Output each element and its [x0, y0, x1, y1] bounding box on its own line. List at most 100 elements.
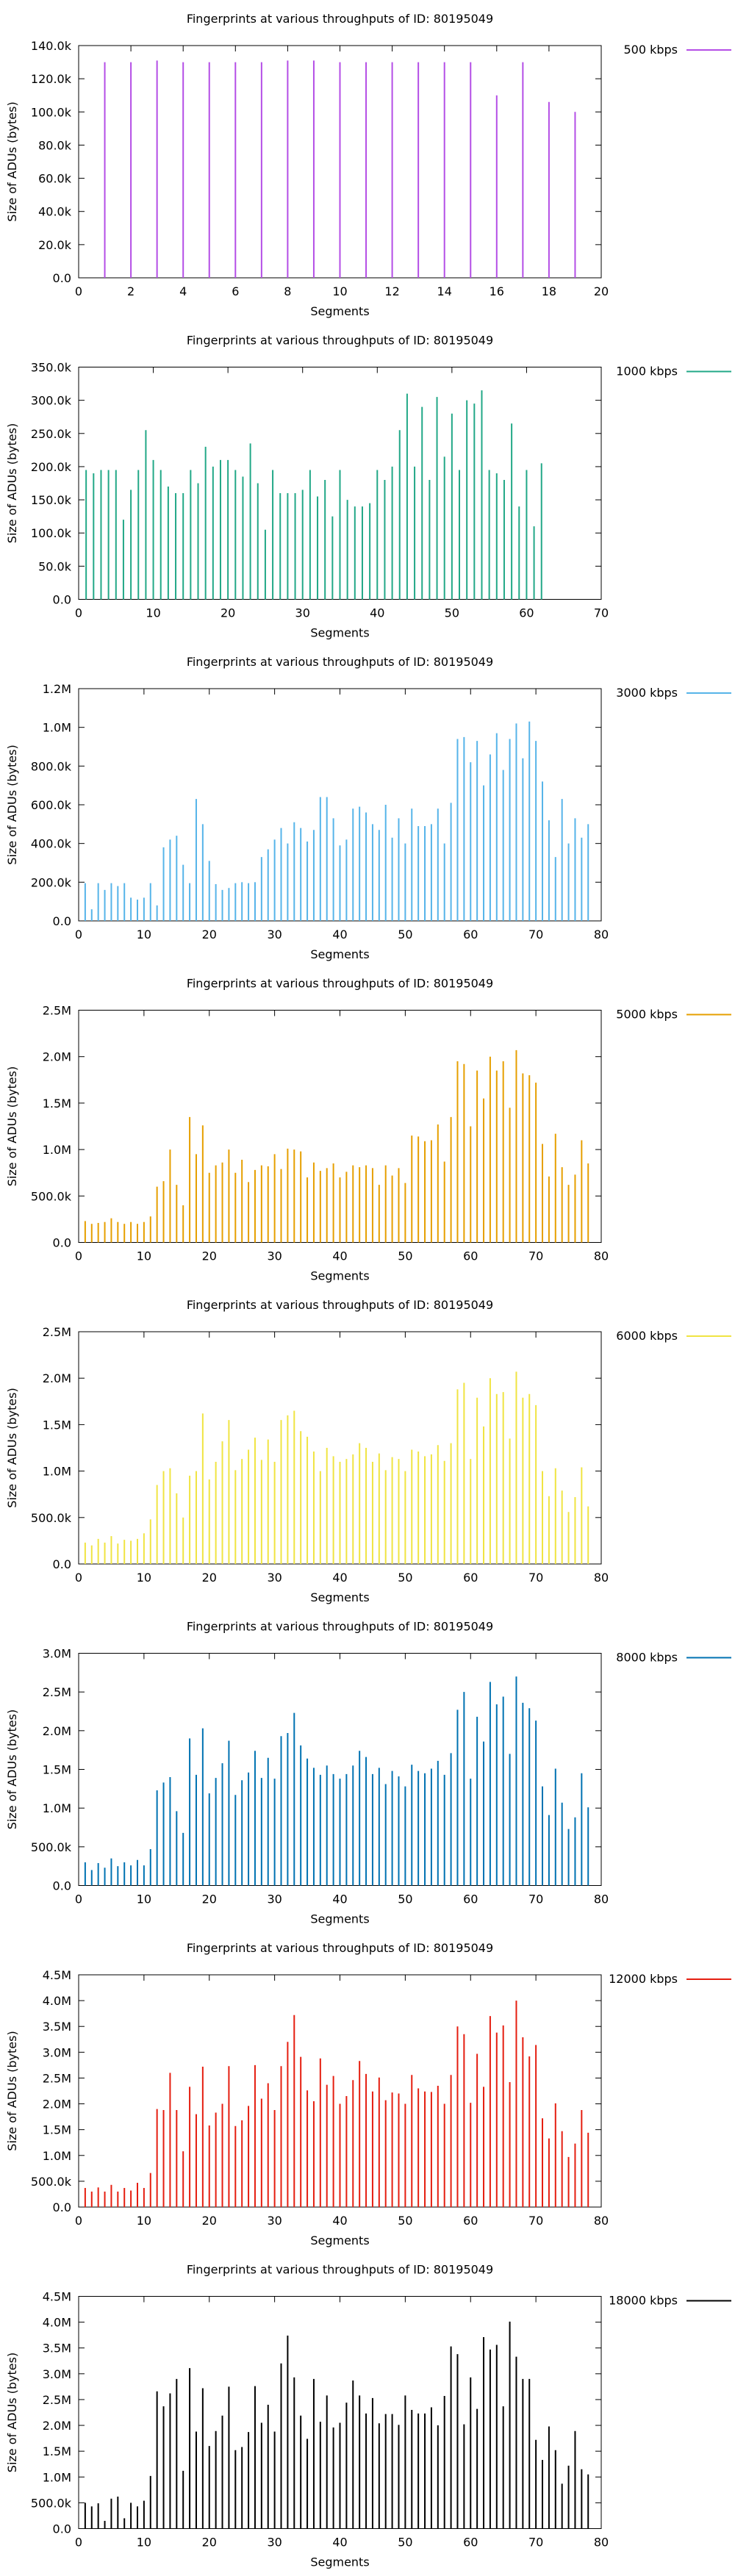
chart-panel: Fingerprints at various throughputs of I…: [5, 977, 731, 1283]
x-tick-label: 60: [463, 2214, 478, 2228]
y-tick-label: 2.0M: [43, 2098, 71, 2112]
y-tick-label: 1.0M: [43, 2149, 71, 2163]
y-tick-label: 0.0: [53, 1557, 71, 1571]
x-tick-label: 10: [137, 1571, 151, 1585]
y-tick-label: 3.0M: [43, 2367, 71, 2381]
legend-label: 5000 kbps: [616, 1008, 678, 1022]
y-tick-label: 200.0k: [31, 460, 72, 474]
legend-label: 3000 kbps: [616, 686, 678, 700]
y-tick-label: 0.0: [53, 2200, 71, 2214]
x-tick-label: 0: [75, 928, 82, 941]
x-tick-label: 50: [398, 1249, 412, 1263]
x-tick-label: 30: [267, 1892, 282, 1906]
legend-label: 8000 kbps: [616, 1651, 678, 1665]
y-tick-label: 80.0k: [38, 138, 72, 152]
chart-title: Fingerprints at various throughputs of I…: [187, 1941, 493, 1955]
x-tick-label: 40: [332, 2536, 347, 2550]
x-tick-label: 10: [332, 284, 347, 298]
x-tick-label: 16: [490, 284, 504, 298]
x-tick-label: 20: [202, 1892, 217, 1906]
x-tick-label: 50: [398, 928, 412, 941]
legend-label: 12000 kbps: [609, 1972, 678, 1986]
x-tick-label: 20: [202, 928, 217, 941]
y-tick-label: 4.5M: [43, 1968, 71, 1982]
x-tick-label: 80: [594, 2214, 609, 2228]
y-tick-label: 20.0k: [38, 238, 72, 252]
y-tick-label: 1.0M: [43, 1465, 71, 1479]
y-tick-label: 2.5M: [43, 1004, 71, 1018]
x-tick-label: 80: [594, 1571, 609, 1585]
y-tick-label: 1.0M: [43, 721, 71, 735]
y-tick-label: 1.5M: [43, 2444, 71, 2458]
x-tick-label: 70: [528, 1892, 543, 1906]
x-tick-label: 70: [528, 1571, 543, 1585]
x-tick-label: 40: [332, 928, 347, 941]
x-tick-label: 0: [75, 1571, 82, 1585]
y-tick-label: 1.0M: [43, 1801, 71, 1815]
x-tick-label: 0: [75, 2214, 82, 2228]
y-tick-label: 0.0: [53, 914, 71, 928]
y-tick-label: 4.0M: [43, 1994, 71, 2008]
y-tick-label: 1.0M: [43, 2470, 71, 2484]
y-tick-label: 3.5M: [43, 2020, 71, 2034]
chart-panel: Fingerprints at various throughputs of I…: [5, 12, 731, 318]
y-tick-label: 400.0k: [31, 837, 72, 851]
chart-title: Fingerprints at various throughputs of I…: [187, 2263, 493, 2277]
y-tick-label: 2.5M: [43, 2071, 71, 2085]
x-tick-label: 20: [220, 606, 235, 620]
chart-panel: Fingerprints at various throughputs of I…: [5, 1941, 731, 2247]
x-axis-label: Segments: [310, 947, 369, 961]
x-tick-label: 70: [528, 2536, 543, 2550]
x-tick-label: 70: [528, 1249, 543, 1263]
chart-title: Fingerprints at various throughputs of I…: [187, 1298, 493, 1312]
y-axis-label: Size of ADUs (bytes): [5, 101, 19, 221]
x-tick-label: 0: [75, 284, 82, 298]
y-tick-label: 1.5M: [43, 1763, 71, 1777]
x-tick-label: 60: [463, 1249, 478, 1263]
y-tick-label: 3.5M: [43, 2342, 71, 2356]
x-tick-label: 80: [594, 1892, 609, 1906]
x-tick-label: 20: [202, 1249, 217, 1263]
y-tick-label: 1.2M: [43, 682, 71, 696]
x-tick-label: 20: [594, 284, 609, 298]
y-tick-label: 100.0k: [31, 526, 72, 540]
x-tick-label: 70: [594, 606, 609, 620]
x-tick-label: 30: [267, 1571, 282, 1585]
x-tick-label: 60: [519, 606, 534, 620]
y-axis-label: Size of ADUs (bytes): [5, 1709, 19, 1829]
x-tick-label: 40: [332, 1249, 347, 1263]
y-tick-label: 1.5M: [43, 1418, 71, 1432]
y-tick-label: 0.0: [53, 2522, 71, 2536]
chart-panel: Fingerprints at various throughputs of I…: [5, 334, 731, 640]
y-tick-label: 2.0M: [43, 1371, 71, 1385]
x-tick-label: 20: [202, 1571, 217, 1585]
y-axis-label: Size of ADUs (bytes): [5, 1388, 19, 1507]
y-tick-label: 60.0k: [38, 172, 72, 186]
x-tick-label: 10: [137, 2214, 151, 2228]
y-axis-label: Size of ADUs (bytes): [5, 1066, 19, 1186]
chart-title: Fingerprints at various throughputs of I…: [187, 655, 493, 669]
y-tick-label: 500.0k: [31, 1840, 72, 1854]
x-tick-label: 60: [463, 1892, 478, 1906]
x-axis-label: Segments: [310, 2234, 369, 2247]
y-tick-label: 0.0: [53, 271, 71, 285]
x-tick-label: 14: [437, 284, 452, 298]
x-tick-label: 10: [146, 606, 160, 620]
y-tick-label: 2.5M: [43, 2393, 71, 2407]
y-tick-label: 2.0M: [43, 1724, 71, 1738]
x-tick-label: 30: [267, 2214, 282, 2228]
x-tick-label: 10: [137, 1249, 151, 1263]
y-tick-label: 3.0M: [43, 2045, 71, 2059]
chart-title: Fingerprints at various throughputs of I…: [187, 1620, 493, 1634]
x-tick-label: 40: [332, 2214, 347, 2228]
x-tick-label: 0: [75, 1249, 82, 1263]
y-tick-label: 350.0k: [31, 361, 72, 375]
x-tick-label: 10: [137, 928, 151, 941]
y-tick-label: 500.0k: [31, 2175, 72, 2189]
x-tick-label: 80: [594, 2536, 609, 2550]
x-tick-label: 0: [75, 606, 82, 620]
x-axis-label: Segments: [310, 1912, 369, 1926]
x-axis-label: Segments: [310, 1269, 369, 1283]
y-tick-label: 1.0M: [43, 1143, 71, 1157]
